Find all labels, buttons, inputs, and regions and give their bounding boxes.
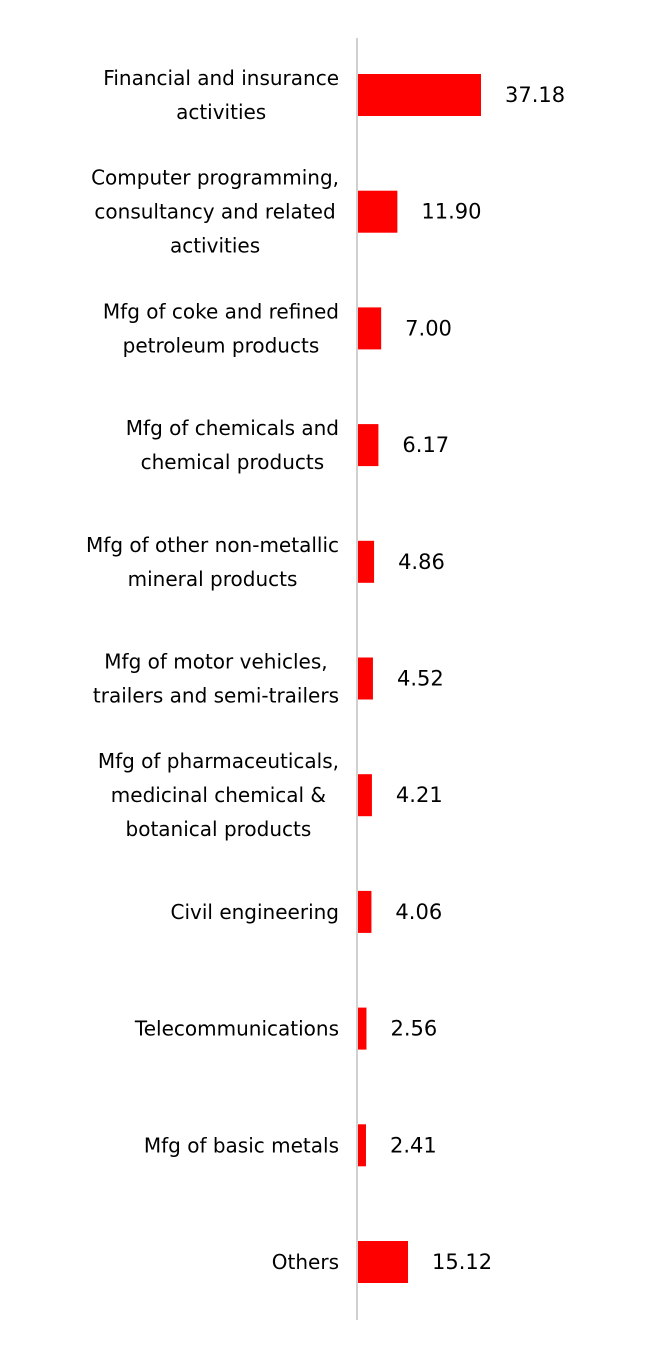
bar (358, 424, 379, 467)
bar-value-label: 11.90 (421, 200, 481, 224)
category-label: Civil engineering (171, 900, 340, 924)
bar-value-label: 7.00 (405, 316, 452, 340)
bar (358, 1241, 409, 1283)
category-label: Mfg of basic metals (144, 1133, 339, 1157)
bar-value-label: 2.41 (390, 1133, 437, 1157)
bar (358, 1007, 367, 1050)
category-label: Mfg of chemicals and chemical products (126, 416, 339, 474)
bar (358, 890, 372, 933)
bar-value-label: 2.56 (390, 1017, 437, 1041)
bar (358, 190, 398, 233)
bar (358, 1124, 366, 1167)
bar-value-label: 4.86 (398, 550, 445, 574)
bar-series (358, 74, 481, 1283)
bar (358, 774, 372, 817)
category-label: Mfg of pharmaceuticals, medicinal chemica… (98, 749, 339, 841)
value-labels: 37.18 11.90 7.00 6.17 4.86 4.52 4.21 4.06 2.56 2.… (390, 83, 565, 1274)
bar-value-label: 4.52 (397, 667, 444, 691)
bar (358, 657, 373, 700)
bar-value-label: 15.12 (432, 1250, 492, 1274)
category-label: Telecommunications (134, 1017, 339, 1041)
bar-value-label: 4.21 (396, 783, 443, 807)
category-label: Others (272, 1250, 339, 1274)
bar (358, 540, 375, 583)
category-label: Mfg of motor vehicles, trailers and semi-… (93, 650, 339, 708)
bar (358, 74, 481, 116)
category-label: Mfg of coke and refined petroleum product… (103, 299, 339, 357)
category-label: Mfg of other non-metallic mineral product… (86, 533, 339, 591)
category-labels: Financial and insurance activities Compute… (86, 66, 339, 1274)
bar-value-label: 6.17 (402, 433, 449, 457)
bar-value-label: 4.06 (395, 900, 442, 924)
bar (358, 307, 382, 350)
bar-value-label: 37.18 (505, 83, 565, 107)
category-label: Financial and insurance activities (103, 66, 339, 124)
category-label: Computer programming, consultancy and rel… (91, 166, 339, 258)
